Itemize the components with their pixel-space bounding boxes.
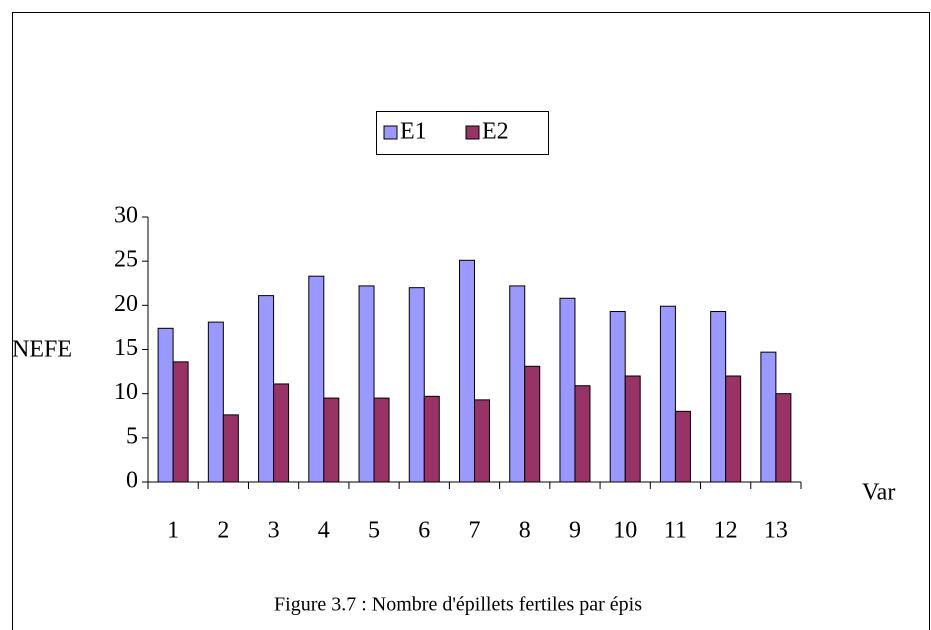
y-tick-label: 20 — [114, 291, 138, 317]
x-tick-label: 8 — [519, 518, 531, 544]
x-tick-label: 6 — [418, 518, 430, 544]
bar — [157, 327, 174, 483]
y-tick-label: 15 — [114, 335, 138, 361]
legend-box — [376, 111, 549, 155]
x-tick-label: 12 — [714, 518, 738, 544]
bar — [775, 393, 792, 483]
x-tick-label: 13 — [764, 518, 788, 544]
x-tick-label: 1 — [167, 518, 179, 544]
bar — [258, 295, 275, 483]
x-tick-label: 4 — [318, 518, 330, 544]
bar — [725, 375, 742, 483]
bar — [524, 365, 541, 483]
caption: Figure 3.7 : Nombre d'épillets fertiles … — [274, 594, 642, 616]
legend-label: E2 — [482, 119, 509, 145]
bar — [358, 285, 375, 483]
bar — [574, 385, 591, 483]
y-tick-label: 10 — [114, 379, 138, 405]
legend-swatch — [383, 125, 398, 140]
bar — [423, 395, 440, 483]
y-tick-label: 30 — [114, 203, 138, 229]
bar — [273, 383, 290, 483]
bar — [308, 275, 325, 483]
bar — [659, 305, 676, 483]
bar — [474, 399, 490, 483]
bar — [373, 397, 390, 483]
bar — [609, 311, 626, 483]
y-tick-label: 0 — [126, 468, 138, 494]
frame — [12, 12, 930, 630]
bar — [509, 285, 526, 483]
bar — [459, 259, 475, 483]
x-tick-label: 7 — [469, 518, 481, 544]
legend-label: E1 — [400, 119, 427, 145]
x-tick-label: 11 — [664, 518, 687, 544]
bar — [624, 375, 641, 483]
x-axis-label: Var — [862, 480, 895, 506]
x-tick-label: 3 — [268, 518, 280, 544]
bar — [207, 321, 224, 483]
bar — [710, 311, 727, 483]
x-tick-label: 10 — [613, 518, 637, 544]
y-tick-label: 25 — [114, 247, 138, 273]
bar — [323, 397, 340, 483]
x-tick-label: 5 — [368, 518, 380, 544]
x-tick-label: 2 — [217, 518, 229, 544]
bar — [674, 410, 691, 483]
legend-swatch — [465, 125, 480, 140]
y-axis-label: NEFE — [12, 337, 72, 363]
x-tick-label: 9 — [569, 518, 581, 544]
bar — [559, 297, 576, 483]
bar — [222, 414, 239, 483]
y-tick-label: 5 — [126, 423, 138, 449]
bar — [408, 287, 425, 483]
bar — [172, 361, 189, 483]
bar — [760, 351, 777, 483]
